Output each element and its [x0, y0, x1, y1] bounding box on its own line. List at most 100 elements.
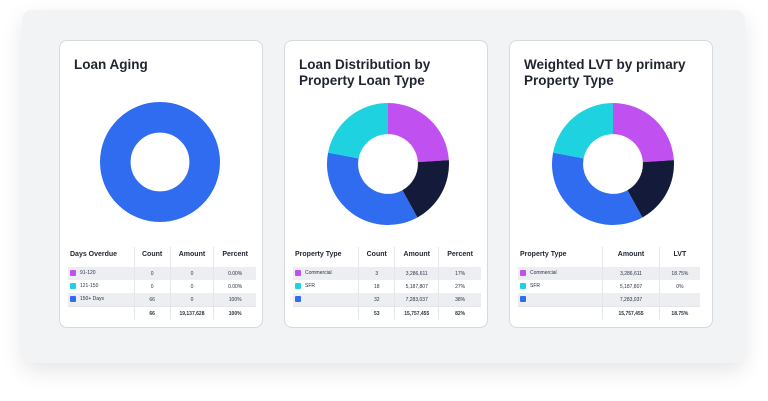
loan-aging-donut[interactable] [99, 101, 221, 223]
amount-cell: 5,187,807 [394, 280, 439, 293]
donut-slice-series-2[interactable] [552, 152, 643, 225]
purple-swatch-icon [520, 270, 526, 277]
weighted-lvt-card: Weighted LVT by primary Property Type Pr… [509, 40, 713, 328]
count-cell: 3 [358, 267, 395, 280]
amount-cell: 0 [169, 293, 214, 307]
count-cell: 18 [358, 280, 395, 293]
amount-cell: 0 [169, 280, 214, 293]
cyan-swatch-icon [295, 283, 301, 290]
row-label: 91-120 [80, 270, 96, 277]
table-row[interactable]: SFR 5,187,807 0% [518, 280, 700, 293]
percent-cell: 38% [438, 293, 481, 307]
percent-cell: 27% [438, 280, 481, 293]
table-row[interactable]: 32 7,283,037 38% [293, 293, 481, 307]
col-header: Amount [394, 247, 439, 267]
percent-cell: 0.00% [213, 280, 256, 293]
total-label [68, 306, 135, 320]
count-cell: 0 [133, 267, 171, 280]
donut-slice-150-days[interactable] [99, 101, 221, 223]
total-label [293, 306, 359, 320]
percent-cell: 0.00% [213, 267, 256, 280]
amount-cell: 3,286,611 [394, 267, 439, 280]
donut-slice-sfr[interactable] [553, 103, 613, 159]
card-title: Loan Distribution by Property Loan Type [299, 57, 430, 89]
lvt-cell [658, 293, 700, 307]
row-label: 150+ Days [80, 296, 105, 303]
total-lvt: 18.75% [658, 306, 700, 320]
loan-distribution-table: Property Type Count Amount Percent Comme… [293, 247, 481, 320]
lvt-cell: 0% [658, 280, 700, 293]
cyan-swatch-icon [520, 283, 526, 290]
row-label: Commercial [530, 270, 557, 277]
total-count: 66 [133, 306, 171, 320]
row-label: SFR [305, 283, 315, 290]
row-label: Commercial [305, 270, 332, 277]
col-header: Count [133, 247, 171, 267]
col-header: Property Type [295, 250, 342, 258]
purple-swatch-icon [70, 270, 76, 277]
table-row[interactable]: Commercial 3,286,611 18.75% [518, 267, 700, 280]
donut-slice-series-2[interactable] [327, 152, 418, 225]
total-percent: 100% [213, 306, 256, 320]
amount-cell: 7,283,037 [394, 293, 439, 307]
loan-distribution-card: Loan Distribution by Property Loan Type … [284, 40, 488, 328]
col-header: Percent [213, 247, 256, 267]
total-row: 15,757,455 18.75% [518, 306, 700, 320]
loan-aging-card: Loan Aging Days Overdue Count Amount Per… [59, 40, 263, 328]
total-amount: 15,757,455 [602, 306, 660, 320]
table-row[interactable]: SFR 18 5,187,807 27% [293, 280, 481, 293]
title-line: Loan Distribution by [299, 57, 431, 72]
count-cell: 32 [358, 293, 395, 307]
dashboard-panel: Loan Aging Days Overdue Count Amount Per… [22, 10, 745, 363]
col-header: Property Type [520, 250, 567, 258]
blue-swatch-icon [295, 296, 301, 303]
amount-cell: 5,187,807 [602, 280, 660, 293]
donut-slice-series-1[interactable] [402, 160, 449, 218]
total-label [518, 306, 603, 320]
table-row[interactable]: 91-120 0 0 0.00% [68, 267, 256, 280]
cyan-swatch-icon [70, 283, 76, 290]
amount-cell: 7,283,037 [602, 293, 660, 307]
donut-slice-commercial[interactable] [388, 103, 449, 163]
total-row: 66 19,137,628 100% [68, 306, 256, 320]
total-amount: 15,757,455 [394, 306, 439, 320]
count-cell: 66 [133, 293, 171, 307]
count-cell: 0 [133, 280, 171, 293]
donut-slice-commercial[interactable] [613, 103, 674, 163]
table-row[interactable]: 121-150 0 0 0.00% [68, 280, 256, 293]
col-header: Count [358, 247, 395, 267]
lvt-cell: 18.75% [658, 267, 700, 280]
total-count: 53 [358, 306, 395, 320]
loan-distribution-donut[interactable] [326, 102, 450, 226]
total-percent: 82% [438, 306, 481, 320]
col-header: Amount [169, 247, 214, 267]
weighted-lvt-table: Property Type Amount LVT Commercial 3,28… [518, 247, 700, 320]
title-line: Property Loan Type [299, 73, 425, 88]
total-row: 53 15,757,455 82% [293, 306, 481, 320]
amount-cell: 3,286,611 [602, 267, 660, 280]
card-title: Loan Aging [74, 57, 148, 72]
card-title: Weighted LVT by primary Property Type [524, 57, 686, 89]
row-label: 121-150 [80, 283, 99, 290]
table-row[interactable]: Commercial 3 3,286,611 17% [293, 267, 481, 280]
blue-swatch-icon [70, 296, 76, 303]
col-header: Percent [438, 247, 481, 267]
blue-swatch-icon [520, 296, 526, 303]
percent-cell: 100% [213, 293, 256, 307]
title-line: Property Type [524, 73, 614, 88]
percent-cell: 17% [438, 267, 481, 280]
total-amount: 19,137,628 [169, 306, 214, 320]
amount-cell: 0 [169, 267, 214, 280]
purple-swatch-icon [295, 270, 301, 277]
row-label: SFR [530, 283, 540, 290]
weighted-lvt-donut[interactable] [551, 102, 675, 226]
donut-slice-series-1[interactable] [627, 160, 674, 218]
title-line: Weighted LVT by primary [524, 57, 686, 72]
col-header: Days Overdue [70, 250, 118, 258]
table-row[interactable]: 150+ Days 66 0 100% [68, 293, 256, 307]
col-header: LVT [658, 247, 700, 267]
donut-slice-sfr[interactable] [328, 103, 388, 159]
loan-aging-table: Days Overdue Count Amount Percent 91-120… [68, 247, 256, 320]
col-header: Amount [602, 247, 660, 267]
table-row[interactable]: 7,283,037 [518, 293, 700, 307]
